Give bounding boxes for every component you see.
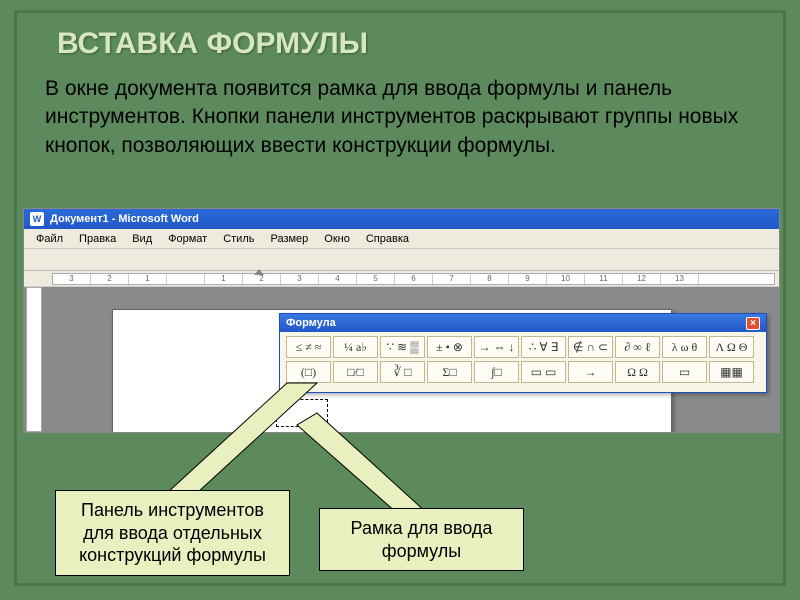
menu-item[interactable]: Стиль — [217, 231, 260, 247]
formula-button[interactable]: ▭ ▭ — [521, 361, 566, 383]
word-icon: W — [30, 212, 44, 226]
menu-item[interactable]: Файл — [30, 231, 69, 247]
formula-button[interactable]: Ω Ω — [615, 361, 660, 383]
formula-button[interactable]: ¼ a♭ — [333, 336, 378, 358]
menu-item[interactable]: Вид — [126, 231, 158, 247]
formula-toolbar: Формула × ≤ ≠ ≈ ¼ a♭ ∵ ≋ ▒ ± • ⊗ → ⇔ ↓ ∴… — [279, 313, 767, 393]
callout-frame: Рамка для ввода формулы — [319, 508, 524, 571]
slide-body: В окне документа появится рамка для ввод… — [17, 61, 783, 172]
formula-button[interactable]: ▭ — [662, 361, 707, 383]
formula-button[interactable]: ± • ⊗ — [427, 336, 472, 358]
formula-button[interactable]: → — [568, 361, 613, 383]
formula-button[interactable]: Λ Ω Θ — [709, 336, 754, 358]
formula-button[interactable]: λ ω θ — [662, 336, 707, 358]
formula-button[interactable]: ∴ ∀ ∃ — [521, 336, 566, 358]
menubar: Файл Правка Вид Формат Стиль Размер Окно… — [24, 229, 779, 249]
formula-button[interactable]: ∉ ∩ ⊂ — [568, 336, 613, 358]
window-title: Документ1 - Microsoft Word — [50, 213, 199, 225]
formula-input-frame[interactable] — [276, 399, 328, 427]
formula-button[interactable]: → ⇔ ↓ — [474, 336, 519, 358]
ruler-horizontal: 3 2 1 1 2 3 4 5 6 7 8 9 10 11 12 13 — [24, 271, 779, 287]
menu-item[interactable]: Размер — [264, 231, 314, 247]
formula-button[interactable]: ▦▦ — [709, 361, 754, 383]
formula-button[interactable]: ≤ ≠ ≈ — [286, 336, 331, 358]
menu-item[interactable]: Справка — [360, 231, 415, 247]
menu-item[interactable]: Формат — [162, 231, 213, 247]
formula-button[interactable]: ∫□ — [474, 361, 519, 383]
formula-row-1: ≤ ≠ ≈ ¼ a♭ ∵ ≋ ▒ ± • ⊗ → ⇔ ↓ ∴ ∀ ∃ ∉ ∩ ⊂… — [286, 336, 760, 358]
formula-toolbar-title: Формула × — [280, 314, 766, 332]
slide-title: ВСТАВКА ФОРМУЛЫ — [17, 13, 783, 61]
formula-button[interactable]: Σ□ — [427, 361, 472, 383]
formula-button[interactable]: ∂ ∞ ℓ — [615, 336, 660, 358]
close-icon[interactable]: × — [746, 317, 760, 330]
formula-row-2: (□) □⁄□ ∛ □ Σ□ ∫□ ▭ ▭ → Ω Ω ▭ ▦▦ — [286, 361, 760, 383]
toolbar-area — [24, 249, 779, 271]
ruler-indent-marker[interactable] — [254, 269, 264, 275]
formula-button[interactable]: (□) — [286, 361, 331, 383]
callout-toolbar: Панель инструментов для ввода отдельных … — [55, 490, 290, 576]
formula-button[interactable]: □⁄□ — [333, 361, 378, 383]
word-titlebar: W Документ1 - Microsoft Word — [24, 209, 779, 229]
word-screenshot: W Документ1 - Microsoft Word Файл Правка… — [23, 208, 780, 433]
menu-item[interactable]: Окно — [318, 231, 356, 247]
formula-button[interactable]: ∛ □ — [380, 361, 425, 383]
ruler-vertical — [26, 287, 42, 432]
menu-item[interactable]: Правка — [73, 231, 122, 247]
formula-button[interactable]: ∵ ≋ ▒ — [380, 336, 425, 358]
